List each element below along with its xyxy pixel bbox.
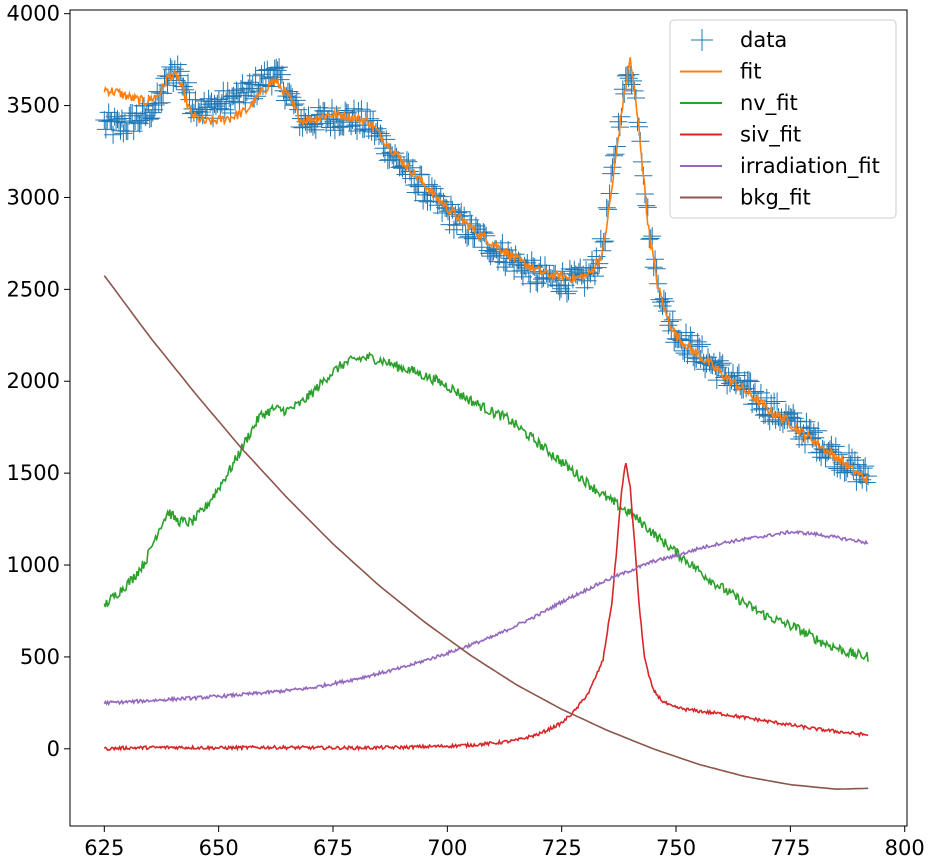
legend: data fit nv_fit siv_fit irradiation_fit bkg_f… [669, 19, 897, 219]
series-siv-fit [103, 463, 869, 752]
y-tick-label: 3500 [7, 94, 60, 118]
legend-item-data: data [691, 28, 787, 52]
legend-item-nv-fit: nv_fit [680, 91, 798, 116]
x-tick-label: 650 [199, 836, 239, 860]
y-tick-label: 4000 [7, 2, 60, 26]
legend-swatch [691, 29, 713, 51]
x-axis: 625 650 675 700 725 750 775 800 [84, 826, 925, 860]
y-tick-label: 1000 [7, 553, 60, 577]
siv-fit-line [103, 463, 869, 752]
series-nv-fit [103, 351, 869, 662]
y-tick-label: 500 [20, 645, 60, 669]
legend-item-bkg-fit: bkg_fit [680, 186, 811, 211]
legend-label: siv_fit [740, 123, 801, 148]
legend-box [669, 19, 897, 219]
x-tick-label: 800 [885, 836, 925, 860]
x-tick-label: 775 [770, 836, 810, 860]
legend-label: nv_fit [740, 91, 798, 116]
series-bkg-fit [103, 275, 869, 790]
y-tick-label: 1500 [7, 461, 60, 485]
legend-item-fit: fit [680, 60, 761, 84]
x-tick-label: 625 [84, 836, 124, 860]
y-tick-label: 2500 [7, 277, 60, 301]
y-tick-label: 3000 [7, 185, 60, 209]
plot-frame [69, 9, 908, 827]
bkg-fit-line [103, 275, 869, 790]
series-fit [103, 57, 869, 484]
fit-line [103, 57, 869, 484]
x-tick-label: 700 [427, 836, 467, 860]
y-tick-label: 2000 [7, 369, 60, 393]
series-layer [95, 55, 878, 790]
legend-label: fit [740, 60, 761, 84]
legend-label: data [740, 28, 787, 52]
x-tick-label: 725 [542, 836, 582, 860]
legend-item-siv-fit: siv_fit [680, 123, 801, 148]
y-axis: 0 500 1000 1500 2000 2500 3000 3500 4000 [7, 2, 70, 761]
x-tick-label: 750 [656, 836, 696, 860]
x-tick-label: 675 [313, 836, 353, 860]
y-tick-label: 0 [47, 737, 60, 761]
legend-label: bkg_fit [740, 186, 811, 211]
legend-item-irradiation-fit: irradiation_fit [680, 154, 880, 179]
legend-label: irradiation_fit [740, 154, 880, 179]
irradiation-fit-line [103, 529, 869, 707]
series-irradiation-fit [103, 529, 869, 707]
nv-fit-line [103, 351, 869, 662]
